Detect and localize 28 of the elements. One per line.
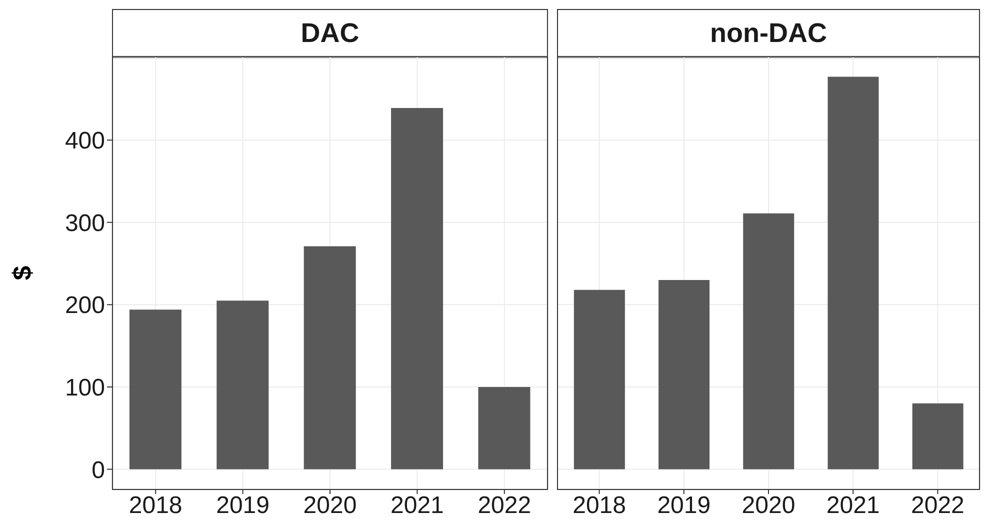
x-tick-label: 2018 (572, 492, 626, 520)
x-tick-label: 2020 (742, 492, 796, 520)
bar (828, 76, 879, 470)
x-tick-label: 2019 (216, 492, 270, 520)
bar (216, 300, 269, 470)
bar (912, 403, 964, 470)
x-tick-label: 2021 (390, 492, 444, 520)
x-tick-label: 2022 (478, 492, 532, 520)
x-tick-label: 2020 (303, 492, 357, 520)
chart-title: DAC (112, 9, 548, 58)
y-tick-label: 400 (64, 128, 105, 155)
y-tick-label: 100 (64, 374, 105, 402)
y-tick-label: 200 (64, 292, 105, 320)
bar (129, 310, 182, 470)
bar (391, 108, 444, 470)
y-tick-label: 300 (64, 210, 105, 237)
x-tick-label: 2018 (128, 492, 182, 520)
bar (658, 280, 710, 470)
chart-title: non-DAC (557, 9, 980, 58)
x-tick-label: 2022 (911, 492, 964, 520)
bar (478, 386, 530, 470)
bar (743, 213, 794, 470)
x-tick-label: 2021 (826, 492, 880, 520)
y-axis-title: $ (7, 265, 38, 280)
x-tick-label: 2019 (657, 492, 711, 520)
bar (574, 290, 625, 470)
y-tick-label: 0 (92, 456, 105, 484)
bar (304, 246, 356, 470)
